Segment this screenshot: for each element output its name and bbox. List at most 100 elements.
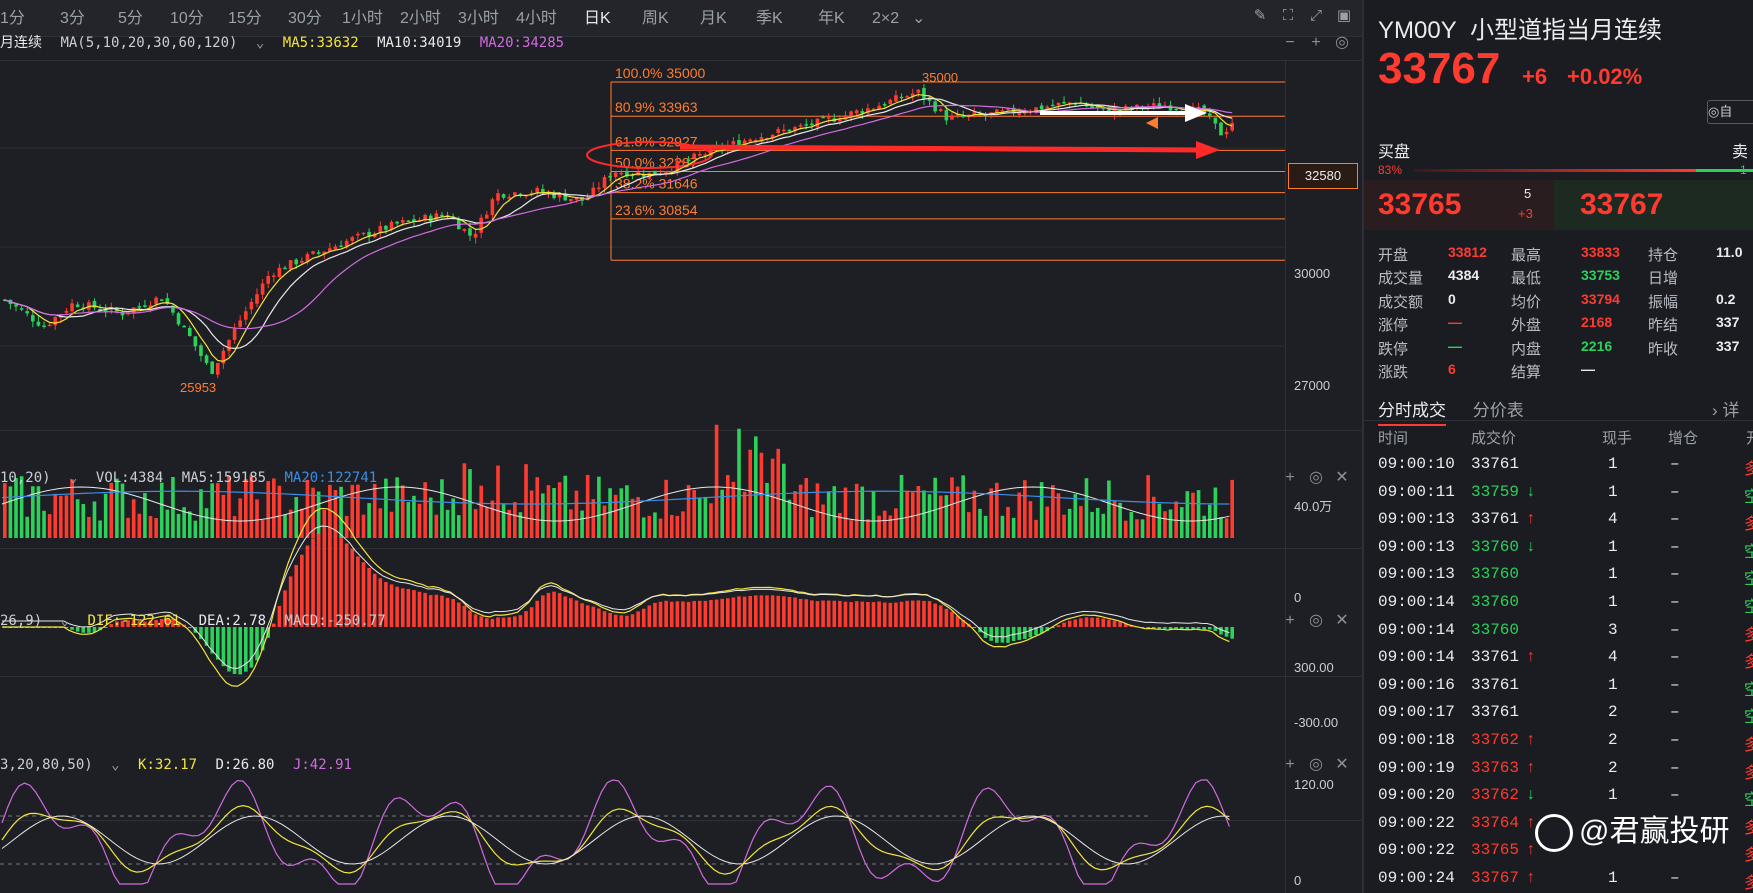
trade-row[interactable]: 09:00:17 33761 2 – 空 (1378, 703, 1753, 731)
period-tab[interactable]: 月K (700, 10, 727, 27)
settings-icon[interactable]: ◎ (1309, 612, 1323, 629)
period-tab[interactable]: 年K (818, 10, 845, 27)
volume-bar (552, 488, 556, 538)
plus-icon[interactable]: + (1285, 612, 1295, 629)
period-tab[interactable]: 日K (584, 10, 611, 27)
settings-icon[interactable]: ◎ (1309, 756, 1323, 773)
candle-body (838, 119, 842, 122)
macd-bar (372, 573, 377, 627)
chevron-down-icon[interactable]: ⌄ (69, 470, 78, 486)
trade-row[interactable]: 09:00:16 33761 1 – 空 (1378, 676, 1753, 704)
period-tab[interactable]: 5分 (118, 10, 143, 27)
period-tab[interactable]: 1小时 (342, 10, 383, 27)
trade-row[interactable]: 09:00:11 33759 ↓ 1 – 空 (1378, 483, 1753, 511)
kdj-params[interactable]: 3,20,80,50) (0, 757, 93, 773)
macd-bar (1034, 627, 1038, 636)
auto-button[interactable]: ◎自 (1707, 100, 1753, 124)
trade-row[interactable]: 09:00:14 33760 3 – 多 (1378, 621, 1753, 649)
chart-area[interactable]: ✎ ⛶ ⤢ ▣ 1分 3分 5分 10分 15分 30分 1小时 2小时 3小时 4小时 日K 周K 月… (0, 0, 1362, 893)
period-tab[interactable]: 周K (642, 10, 669, 27)
volume-bar (1213, 487, 1218, 538)
trade-row[interactable]: 09:00:18 33762 ↑ 2 – 多 (1378, 731, 1753, 759)
period-tab[interactable]: 季K (756, 10, 783, 27)
candle-body (199, 345, 203, 356)
ma-params[interactable]: MA(5,10,20,30,60,120) (60, 35, 238, 51)
tab-price-table[interactable]: 分价表 (1472, 401, 1524, 420)
trade-row[interactable]: 09:00:13 33760 ↓ 1 – 空 (1378, 538, 1753, 566)
trade-row[interactable]: 09:00:19 33763 ↑ 2 – 多 (1378, 759, 1753, 787)
volume-bar (731, 481, 736, 538)
plus-icon[interactable]: + (1285, 469, 1295, 486)
candle-body (423, 215, 427, 221)
trade-row[interactable]: 09:00:13 33760 1 – 空 (1378, 565, 1753, 593)
macd-bar (204, 627, 209, 646)
period-tab[interactable]: 4小时 (516, 10, 557, 27)
candle-body (742, 140, 747, 147)
macd-params[interactable]: 26,9) (0, 613, 43, 629)
brand-logo-icon (1535, 814, 1573, 853)
ask-box[interactable]: 33767 (1554, 180, 1753, 230)
close-icon[interactable]: ✕ (1335, 756, 1349, 773)
volume-bar (793, 491, 797, 538)
close-icon[interactable]: ✕ (1335, 612, 1349, 629)
trade-row[interactable]: 09:00:24 33767 ↑ 1 – 多 (1378, 869, 1753, 893)
chevron-down-icon[interactable]: ⌄ (912, 10, 926, 27)
candle-body (339, 245, 343, 248)
candle-body (675, 160, 680, 172)
expand-icon[interactable]: ⤢ (1309, 7, 1322, 24)
period-tab[interactable]: 2小时 (400, 10, 441, 27)
trade-row[interactable]: 09:00:14 33760 1 – 空 (1378, 593, 1753, 621)
contract-name[interactable]: 月连续 (0, 35, 42, 51)
stat-value: 33812 (1448, 244, 1487, 260)
chevron-down-icon[interactable]: ⌄ (60, 613, 70, 629)
volume-bar (821, 504, 825, 538)
chevron-down-icon[interactable]: ⌄ (111, 757, 120, 773)
settings-icon[interactable]: ◎ (1335, 34, 1349, 51)
settings-icon[interactable]: ◎ (1309, 469, 1323, 486)
plus-icon[interactable]: + (1311, 34, 1321, 51)
macd-bar (793, 597, 797, 627)
period-tab[interactable]: 3分 (60, 10, 85, 27)
volume-bar (98, 520, 102, 538)
volume-bar (574, 490, 579, 538)
macd-bar (983, 627, 988, 638)
period-tab[interactable]: 30分 (288, 10, 322, 27)
minus-icon[interactable]: − (1285, 34, 1295, 51)
macd-bar (546, 592, 551, 627)
macd-bar (877, 601, 881, 627)
pen-icon[interactable]: ✎ (1253, 7, 1267, 24)
panel-toggle-icon[interactable]: ▣ (1336, 7, 1352, 24)
trade-row[interactable]: 09:00:22 33765 ↑ 多 (1378, 841, 1753, 869)
trade-row[interactable]: 09:00:14 33761 ↑ 4 – 多 (1378, 648, 1753, 676)
volume-bar (115, 478, 119, 538)
period-tab[interactable]: 10分 (170, 10, 204, 27)
macd-bar (995, 627, 999, 643)
tab-ticks[interactable]: 分时成交 (1378, 396, 1446, 426)
volume-pane-icons: + ◎ ✕ (1282, 470, 1350, 486)
volume-bar (591, 499, 596, 538)
volume-bar (1073, 494, 1078, 538)
trade-row[interactable]: 09:00:10 33761 1 – 多 (1378, 455, 1753, 483)
trade-row[interactable]: 09:00:20 33762 ↓ 1 – 空 (1378, 786, 1753, 814)
bid-box[interactable]: 33765 5 +3 (1364, 180, 1554, 230)
volume-bar (300, 508, 304, 538)
trade-row[interactable]: 09:00:13 33761 ↑ 4 – 多 (1378, 510, 1753, 538)
close-icon[interactable]: ✕ (1335, 469, 1349, 486)
macd-axis-label: 300.00 (1294, 660, 1334, 675)
fullscreen-icon[interactable]: ⛶ (1282, 7, 1294, 24)
macd-bar (143, 621, 147, 627)
tab-detail[interactable]: › 详 (1712, 401, 1740, 420)
macd-bar (120, 620, 125, 627)
plus-icon[interactable]: + (1285, 756, 1295, 773)
period-tab[interactable]: 3小时 (458, 10, 499, 27)
chevron-down-icon[interactable]: ⌄ (255, 35, 265, 51)
period-tab[interactable]: 15分 (228, 10, 262, 27)
period-tab[interactable]: 2×2 (872, 10, 900, 27)
volume-bar (1101, 513, 1106, 538)
period-tab[interactable]: 1分 (0, 10, 25, 27)
candle-body (552, 192, 556, 199)
macd-bar (75, 627, 80, 632)
vol-params[interactable]: 10,20) (0, 470, 51, 486)
trade-row[interactable]: 09:00:22 33764 ↑ 多 (1378, 814, 1753, 842)
